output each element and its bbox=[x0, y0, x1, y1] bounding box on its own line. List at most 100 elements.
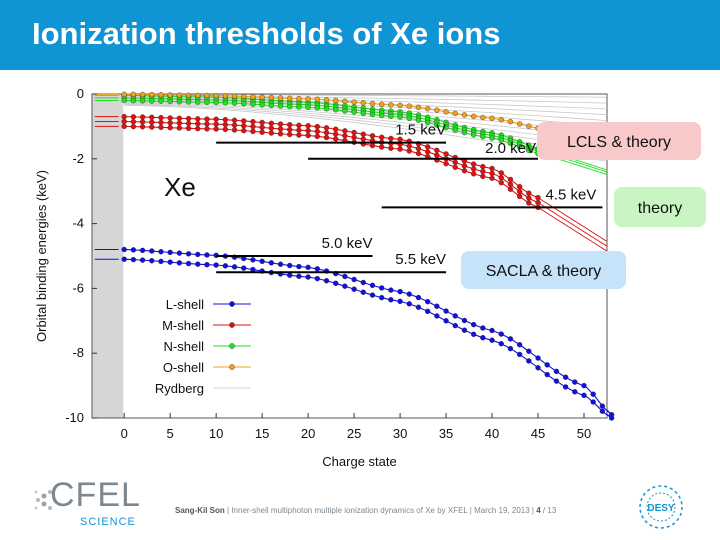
data-point bbox=[121, 118, 127, 125]
data-point bbox=[452, 164, 458, 170]
data-point bbox=[222, 100, 229, 106]
data-point bbox=[333, 107, 339, 113]
data-point bbox=[489, 165, 495, 172]
legend-label: Rydberg bbox=[155, 381, 204, 396]
data-point bbox=[378, 112, 385, 119]
data-point bbox=[185, 251, 192, 257]
data-point bbox=[507, 336, 514, 342]
data-point bbox=[268, 94, 275, 101]
data-point bbox=[572, 379, 578, 385]
data-point bbox=[213, 126, 219, 132]
data-point bbox=[562, 374, 569, 380]
data-point bbox=[498, 341, 504, 347]
data-point bbox=[406, 291, 412, 297]
data-point bbox=[333, 126, 339, 132]
title-bar: Ionization thresholds of Xe ions bbox=[0, 0, 720, 70]
data-point bbox=[424, 298, 431, 305]
data-point bbox=[139, 119, 146, 125]
data-point bbox=[222, 263, 229, 269]
data-point bbox=[342, 283, 348, 289]
x-tick-label: 30 bbox=[393, 426, 407, 441]
rydberg-line bbox=[124, 102, 608, 145]
data-point bbox=[443, 308, 449, 314]
data-point bbox=[581, 382, 587, 389]
data-point bbox=[498, 170, 504, 176]
data-point bbox=[461, 129, 468, 136]
data-point bbox=[461, 112, 468, 118]
data-point bbox=[424, 149, 431, 155]
data-point bbox=[250, 101, 256, 107]
data-point bbox=[516, 184, 523, 190]
data-point bbox=[452, 110, 458, 117]
data-point bbox=[470, 161, 477, 167]
data-point bbox=[213, 121, 219, 127]
data-point bbox=[424, 144, 431, 150]
data-point bbox=[342, 98, 348, 104]
data-point bbox=[544, 371, 550, 378]
data-point bbox=[360, 279, 366, 286]
legend-marker bbox=[229, 343, 235, 349]
data-point bbox=[397, 114, 403, 120]
data-point bbox=[480, 173, 486, 180]
callout-box bbox=[537, 122, 701, 160]
data-point bbox=[287, 126, 293, 133]
y-tick-label: 0 bbox=[77, 86, 84, 101]
data-point bbox=[268, 260, 275, 266]
data-point bbox=[544, 362, 550, 368]
data-point bbox=[250, 123, 256, 130]
data-point bbox=[314, 275, 321, 282]
data-point bbox=[305, 104, 311, 110]
data-point bbox=[351, 276, 357, 283]
data-point bbox=[149, 248, 155, 254]
data-point bbox=[195, 125, 201, 132]
data-point bbox=[241, 118, 247, 124]
data-point bbox=[314, 105, 321, 111]
data-point bbox=[176, 260, 183, 266]
data-point bbox=[130, 247, 137, 253]
data-point bbox=[204, 261, 210, 268]
data-point bbox=[213, 92, 219, 99]
data-point bbox=[241, 93, 247, 100]
data-point bbox=[424, 119, 431, 126]
data-point bbox=[526, 195, 532, 201]
legend-label: O-shell bbox=[163, 360, 204, 375]
data-point bbox=[139, 114, 146, 120]
data-point bbox=[452, 313, 458, 319]
data-point bbox=[388, 287, 394, 293]
data-point bbox=[434, 107, 440, 113]
data-point bbox=[498, 116, 504, 123]
data-point bbox=[369, 282, 376, 289]
data-point bbox=[250, 119, 256, 125]
data-point bbox=[388, 297, 394, 303]
data-point bbox=[333, 136, 339, 142]
data-point bbox=[149, 119, 155, 125]
data-point bbox=[185, 115, 192, 122]
data-point bbox=[268, 125, 275, 131]
data-point bbox=[158, 249, 164, 255]
legend-marker bbox=[229, 322, 235, 328]
data-point bbox=[480, 335, 486, 341]
data-point bbox=[470, 132, 477, 138]
data-point bbox=[139, 124, 146, 130]
data-point bbox=[323, 134, 330, 141]
data-point bbox=[378, 294, 385, 301]
data-point bbox=[397, 298, 403, 305]
data-point bbox=[443, 318, 449, 324]
data-point bbox=[434, 152, 440, 158]
data-point bbox=[185, 120, 192, 127]
data-point bbox=[259, 258, 265, 265]
data-point bbox=[277, 131, 284, 137]
data-point bbox=[287, 262, 293, 269]
data-point bbox=[287, 131, 293, 138]
data-point bbox=[314, 266, 321, 272]
x-tick-label: 40 bbox=[485, 426, 499, 441]
data-point bbox=[241, 265, 247, 271]
data-point bbox=[305, 264, 311, 271]
data-point bbox=[507, 118, 514, 125]
x-tick-label: 25 bbox=[347, 426, 361, 441]
data-point bbox=[489, 327, 495, 334]
data-point bbox=[406, 143, 412, 149]
data-point bbox=[204, 99, 210, 105]
data-point bbox=[342, 128, 348, 134]
data-point bbox=[176, 250, 183, 256]
